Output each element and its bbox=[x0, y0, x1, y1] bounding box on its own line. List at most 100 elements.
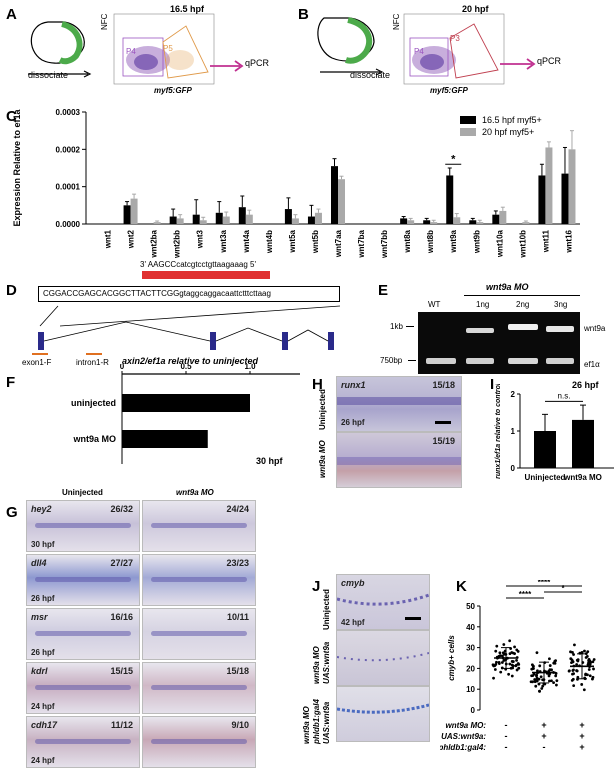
mo-sequence: 3' AAGCCcatcgtcctgttaagaaag 5' bbox=[140, 260, 257, 269]
g-image: 15/18 bbox=[142, 662, 256, 714]
k-dot bbox=[515, 658, 518, 662]
k-tick-label: 0 bbox=[471, 706, 476, 715]
k-dot bbox=[582, 688, 586, 692]
gate-right-a: P5 bbox=[163, 44, 173, 53]
g-image: 9/10 bbox=[142, 716, 256, 768]
k-sig-stars: * bbox=[561, 584, 565, 593]
k-tick-label: 40 bbox=[466, 623, 475, 632]
k-sig-stars: **** bbox=[538, 580, 551, 587]
k-dot bbox=[536, 669, 539, 673]
gel-title-underline bbox=[464, 295, 580, 296]
g-gene-label: dll4 bbox=[31, 558, 47, 568]
c-bar bbox=[245, 214, 253, 224]
c-y-axis-label: Expression Relative to ef1a bbox=[12, 108, 22, 226]
k-dot bbox=[511, 666, 515, 670]
f-tick-label: 0.5 bbox=[180, 364, 192, 371]
k-dot bbox=[587, 659, 591, 662]
axin2-chart: 00.51.01.5uninjectedwnt9a MO bbox=[71, 364, 300, 464]
h-gene-label: runx1 bbox=[341, 380, 366, 390]
k-dot bbox=[580, 683, 584, 686]
k-dot bbox=[533, 678, 537, 681]
k-dot bbox=[497, 661, 501, 664]
band-ef1a: ef1α bbox=[584, 360, 600, 369]
lane-2ng: 2ng bbox=[516, 300, 530, 309]
g-gene-label: kdrl bbox=[31, 666, 48, 676]
c-bar bbox=[199, 220, 207, 224]
k-dot bbox=[492, 664, 496, 668]
c-bar bbox=[453, 217, 461, 224]
gate-left-b: P4 bbox=[414, 47, 424, 56]
c-bar bbox=[522, 222, 530, 224]
g-image: 10/11 bbox=[142, 608, 256, 660]
panel-letter-e: E bbox=[378, 282, 389, 299]
k-matrix-cell: + bbox=[541, 720, 546, 730]
c-bar bbox=[400, 218, 408, 224]
k-dot bbox=[585, 655, 589, 658]
k-dot bbox=[554, 674, 558, 678]
g-count: 11/12 bbox=[110, 720, 133, 730]
k-dot bbox=[572, 684, 576, 688]
k-dot bbox=[592, 658, 596, 661]
c-x-tick-label: wnt5a bbox=[288, 229, 297, 253]
lane-wt: WT bbox=[428, 300, 441, 309]
k-dot bbox=[571, 650, 574, 654]
c-x-tick-label: wnt10b bbox=[518, 230, 527, 259]
k-tick-label: 20 bbox=[466, 664, 475, 673]
g-image: 24/24 bbox=[142, 500, 256, 552]
k-dot bbox=[586, 663, 590, 666]
c-y-tick-label: 0.0000 bbox=[56, 220, 81, 229]
y-axis-label-a: NFC bbox=[100, 13, 109, 30]
k-dot bbox=[537, 677, 541, 681]
k-matrix-cell: + bbox=[579, 731, 584, 741]
c-legend-label: 16.5 hpf myf5+ bbox=[482, 115, 542, 125]
band-wnt9a: wnt9a bbox=[584, 324, 606, 333]
k-dot bbox=[571, 660, 575, 664]
panel-letter-d: D bbox=[6, 282, 17, 299]
c-x-tick-label: wnt4b bbox=[265, 230, 274, 254]
h-stage: 26 hpf bbox=[341, 418, 365, 427]
k-dot bbox=[541, 678, 545, 682]
f-row-label: wnt9a MO bbox=[72, 434, 116, 444]
h-count-2: 15/19 bbox=[432, 436, 455, 446]
k-dot bbox=[514, 663, 518, 667]
facs-plot-b bbox=[403, 13, 505, 85]
k-dot bbox=[499, 670, 503, 674]
k-dot bbox=[571, 672, 574, 676]
g-count: 15/18 bbox=[226, 666, 249, 676]
c-y-tick-label: 0.0003 bbox=[56, 108, 81, 117]
c-bar bbox=[469, 220, 477, 224]
k-dot bbox=[517, 662, 521, 666]
g-image: 15/15 kdrl 24 hpf bbox=[26, 662, 140, 714]
panel-letter-g: G bbox=[6, 504, 18, 521]
c-legend-swatch bbox=[460, 116, 476, 124]
j-row3a-label: wnt9a MO bbox=[302, 706, 311, 744]
j-row1-label: Uninjected bbox=[322, 589, 331, 630]
c-bar bbox=[338, 179, 345, 224]
i-sig-label: n.s. bbox=[558, 391, 571, 400]
k-dot bbox=[507, 672, 511, 676]
k-dot bbox=[492, 676, 495, 680]
k-dot bbox=[592, 667, 595, 671]
c-x-tick-label: wnt10a bbox=[495, 229, 504, 258]
exon-3 bbox=[282, 332, 288, 350]
k-matrix-cell: + bbox=[541, 731, 546, 741]
panel-a-schematic bbox=[28, 13, 244, 85]
qpcr-label-a: qPCR bbox=[245, 58, 270, 68]
panel-letter-h: H bbox=[312, 376, 323, 393]
g-count: 15/15 bbox=[110, 666, 133, 676]
k-dot bbox=[513, 645, 516, 649]
k-dot bbox=[555, 683, 558, 687]
y-axis-label-b: NFC bbox=[392, 13, 401, 30]
panel-letter-i: I bbox=[490, 376, 495, 393]
k-dot bbox=[508, 662, 512, 666]
mo-target-bar bbox=[142, 271, 270, 279]
c-x-tick-label: wnt5b bbox=[311, 230, 320, 254]
g-count: 24/24 bbox=[226, 504, 249, 514]
c-x-tick-label: wnt11 bbox=[541, 229, 550, 253]
wnt-expression-chart: 0.0000 0.0001 0.0002 0.0003 Expression Relat… bbox=[12, 108, 580, 259]
k-y-label: cmyb+ cells bbox=[447, 635, 456, 681]
k-dot bbox=[494, 649, 498, 653]
k-dot bbox=[547, 669, 551, 673]
i-x-label: wnt9a MO bbox=[563, 473, 602, 482]
g-gene-label: cdh17 bbox=[31, 720, 58, 730]
